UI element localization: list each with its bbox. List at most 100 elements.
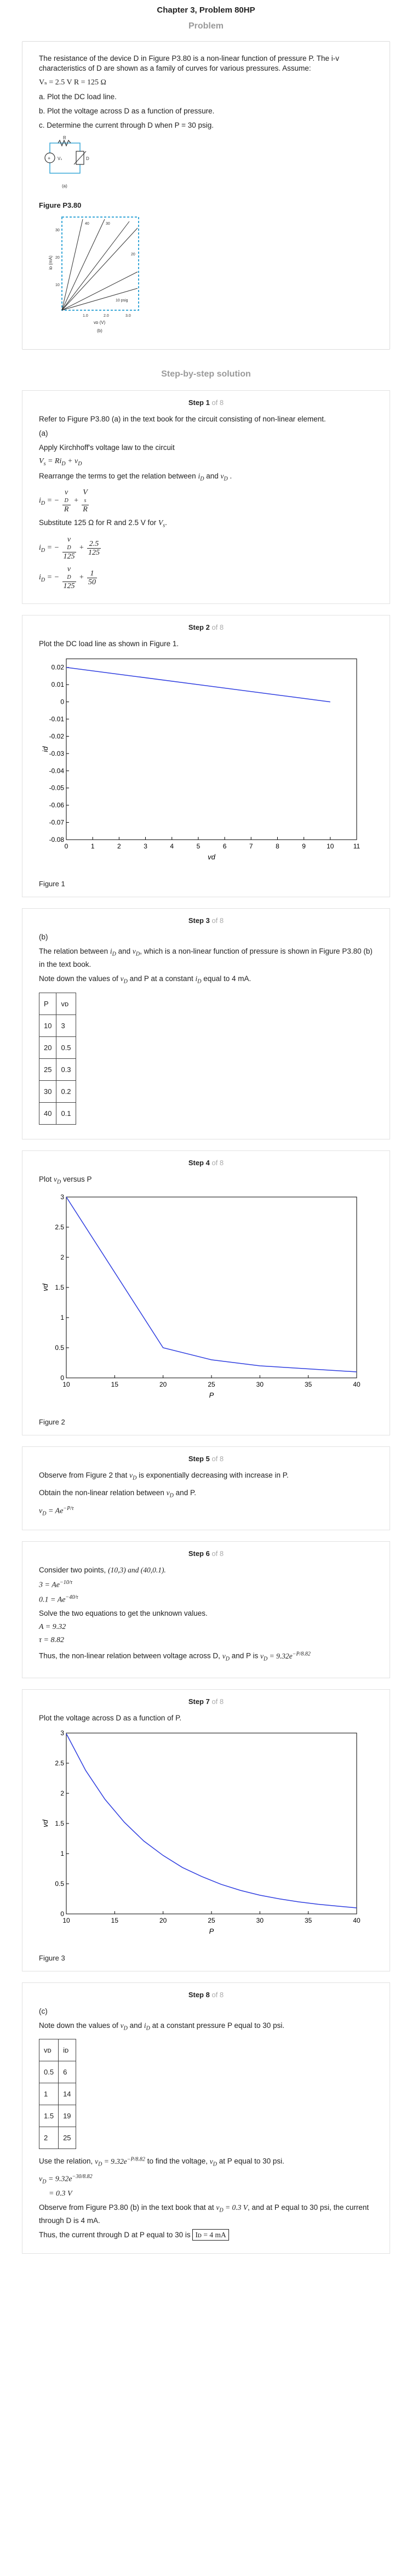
vd-id-cell: 6 xyxy=(58,2061,76,2084)
x-tick-label: 25 xyxy=(208,1917,215,1924)
p-vd-row: 25 0.3 xyxy=(38,1058,76,1081)
y-tick-label: 1.5 xyxy=(55,1284,64,1291)
load-line-eq-2: iD = − v D 125 + 2.5 125 xyxy=(39,535,101,561)
step-3-card: Step 3 of 8 (b) The relation between iD … xyxy=(22,908,390,1139)
vd-id-row: 1.5 19 xyxy=(38,2105,76,2128)
circuit-a-label: (a) xyxy=(62,184,67,189)
calc-result: = 0.3 V xyxy=(49,2189,72,2198)
y-tick-label: 1 xyxy=(60,1314,64,1321)
x-tick-label: 30 xyxy=(256,1917,264,1924)
y-axis-label: vd xyxy=(41,1284,49,1292)
step-4-text: Plot vD versus P xyxy=(39,1175,92,1186)
y-tick-label: 2 xyxy=(60,1789,64,1797)
x-tick-label: 15 xyxy=(111,1381,119,1388)
figure-label: Figure P3.80 xyxy=(39,201,82,209)
kvl-equation: Vs = RiD + vD xyxy=(39,457,82,467)
step-4-card: Step 4 of 8 Plot vD versus P 10 15 20 25 30 3… xyxy=(22,1150,390,1436)
given-values: Vₛ = 2.5 V R = 125 Ω xyxy=(39,78,106,87)
plot-frame xyxy=(66,1732,357,1914)
x-tick-label: 11 xyxy=(353,842,360,850)
step-1-part: (a) xyxy=(39,429,48,437)
step-6-text-3: Thus, the non-linear relation between vo… xyxy=(39,1651,311,1662)
y-tick-label: 0 xyxy=(60,698,64,706)
part-a: a. Plot the DC load line. xyxy=(39,93,117,101)
vd-id-cell: 1 xyxy=(38,2083,59,2106)
problem-text: The resistance of the device D in Figure… xyxy=(39,54,340,72)
y-tick-label: 0 xyxy=(60,1910,64,1918)
x-tick-label: 20 xyxy=(159,1381,167,1388)
step-5-card: Step 5 of 8 Observe from Figure 2 that v… xyxy=(22,1446,390,1531)
problem-card: The resistance of the device D in Figure… xyxy=(22,41,390,350)
p-vd-cell: 0.5 xyxy=(56,1036,76,1059)
y-tick-label: 2 xyxy=(60,1253,64,1261)
iv-curve-40: 40 xyxy=(85,222,89,226)
step-2-header: Step 2 of 8 xyxy=(188,623,224,632)
x-tick-label: 4 xyxy=(170,842,174,850)
x-tick-label: 10 xyxy=(327,842,334,850)
x-tick-label: 9 xyxy=(302,842,306,850)
y-tick-label: 0 xyxy=(60,1374,64,1382)
y-tick-label: 2.5 xyxy=(55,1223,64,1231)
y-tick-label: 0.02 xyxy=(52,664,65,671)
x-axis-label: P xyxy=(209,1391,214,1399)
iv-b-label: (b) xyxy=(97,328,102,333)
p-vd-row: 10 3 xyxy=(38,1014,76,1037)
x-tick-label: 3 xyxy=(144,842,147,850)
plot-frame xyxy=(66,1196,357,1378)
iv-x-label: vᴅ (V) xyxy=(94,320,106,325)
step-8-text-3: Observe from Figure P3.80 (b) in the tex… xyxy=(39,2203,369,2225)
vd-id-row: 1 14 xyxy=(38,2083,76,2106)
step-1-card: Step 1 of 8 Refer to Figure P3.80 (a) in… xyxy=(22,390,390,605)
p-vd-cell: 25 xyxy=(38,1058,57,1081)
y-tick-label: 1.5 xyxy=(55,1820,64,1827)
step-6-header: Step 6 of 8 xyxy=(188,1549,224,1558)
y-tick-label: 2.5 xyxy=(55,1759,64,1767)
circuit-r-label: R xyxy=(63,135,66,140)
step-8-header: Step 8 of 8 xyxy=(188,1990,224,1999)
p-vd-cell: 40 xyxy=(38,1102,57,1125)
iv-xtick-2: 2.0 xyxy=(104,314,109,318)
y-tick-label: -0.01 xyxy=(49,715,65,723)
step-8-part: (c) xyxy=(39,2007,48,2015)
p-vd-row: 30 0.2 xyxy=(38,1080,76,1103)
x-axis-label: vd xyxy=(208,853,216,861)
iv-xtick-3: 3.0 xyxy=(125,314,131,318)
p-vd-header-cell: vᴅ xyxy=(56,992,76,1015)
x-tick-label: 1 xyxy=(91,842,95,850)
iv-ytick-10: 10 xyxy=(55,283,60,287)
step-1-header: Step 1 of 8 xyxy=(188,398,224,407)
step-3-text-1: The relation between iD and vD, which is… xyxy=(39,947,373,968)
y-tick-label: -0.02 xyxy=(49,733,65,740)
vd-id-header-cell: vᴅ xyxy=(38,2039,59,2062)
p-vd-row: 20 0.5 xyxy=(38,1036,76,1059)
figure-3-caption: Figure 3 xyxy=(39,1953,65,1962)
vd-id-row: 0.5 6 xyxy=(38,2061,76,2084)
x-tick-label: 7 xyxy=(249,842,253,850)
p-vd-cell: 20 xyxy=(38,1036,57,1059)
step-8-card: Step 8 of 8 (c) Note down the values of … xyxy=(22,1982,390,2254)
vd-id-cell: 2 xyxy=(38,2127,59,2150)
iv-curve-20: 20 xyxy=(131,253,135,257)
step-8-text-4: Thus, the current through D at P equal t… xyxy=(39,2229,373,2241)
x-tick-label: 2 xyxy=(117,842,121,850)
figure-1-caption: Figure 1 xyxy=(39,880,65,888)
y-tick-label: -0.08 xyxy=(49,836,65,844)
load-line-eq-3: iD = − v D 125 + 1 50 xyxy=(39,565,97,591)
series-line xyxy=(66,1733,357,1908)
p-vd-cell: 0.3 xyxy=(56,1058,76,1081)
step-7-text: Plot the voltage across D as a function … xyxy=(39,1713,182,1722)
vd-id-cell: 19 xyxy=(58,2105,76,2128)
x-tick-label: 25 xyxy=(208,1381,215,1388)
plot-frame xyxy=(66,658,357,840)
p-vd-cell: 3 xyxy=(56,1014,76,1037)
figure-1-chart: 0 1 2 3 4 5 6 7 8 9 10 11 0.02 0.01 0 -0.01 -0.02 -0.03 -0… xyxy=(41,658,360,861)
iv-ytick-30: 30 xyxy=(55,229,60,232)
x-tick-label: 6 xyxy=(223,842,227,850)
iv-curve-10: 10 psig xyxy=(116,299,128,303)
step-8-text-2: Use the relation, vD = 9.32e−P/8.82 to f… xyxy=(39,2156,284,2168)
circuit-d-label: D xyxy=(86,156,89,161)
step-1-text-2: Apply Kirchhoff's voltage law to the cir… xyxy=(39,443,175,452)
y-tick-label: 1 xyxy=(60,1850,64,1857)
solution-heading: Step-by-step solution xyxy=(161,369,251,379)
